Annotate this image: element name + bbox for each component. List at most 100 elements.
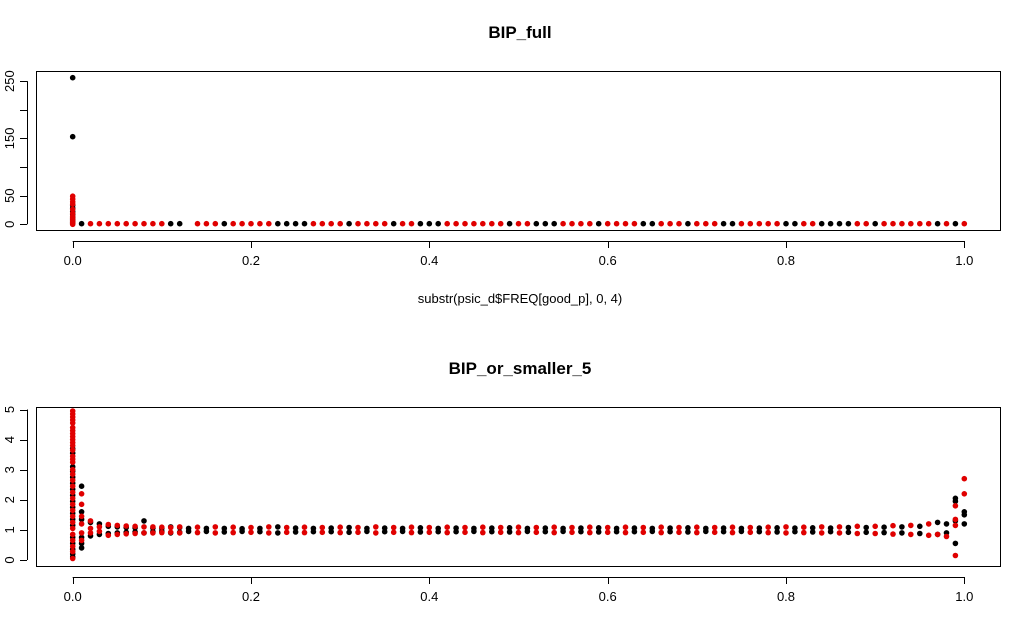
data-point [587, 529, 593, 536]
data-point [337, 529, 344, 536]
data-point [506, 529, 513, 535]
data-point [676, 529, 682, 536]
data-point [283, 220, 290, 227]
data-point [881, 529, 887, 536]
data-point [551, 524, 557, 530]
data-point [87, 525, 94, 532]
data-point [747, 220, 754, 227]
data-point [497, 529, 504, 536]
data-point [355, 220, 361, 227]
data-point [239, 220, 245, 227]
data-point [515, 220, 522, 227]
data-point [275, 530, 281, 536]
data-point [141, 518, 147, 524]
data-point [114, 522, 121, 529]
data-point [809, 529, 816, 535]
data-point [462, 524, 468, 531]
data-point [364, 528, 370, 535]
data-point [738, 528, 745, 535]
data-point [301, 524, 308, 530]
data-point [69, 501, 76, 508]
data-point [952, 540, 959, 547]
data-point [114, 531, 121, 538]
data-point [453, 220, 459, 227]
data-point [69, 495, 76, 502]
data-point [694, 529, 700, 536]
data-point [266, 524, 272, 530]
data-point [69, 483, 76, 490]
data-point [551, 529, 557, 536]
data-point [78, 491, 85, 497]
data-point [925, 220, 932, 227]
data-point [69, 466, 76, 473]
data-point [69, 513, 76, 520]
data-point [373, 524, 379, 530]
data-point [872, 523, 878, 530]
data-point [221, 220, 228, 227]
x-tick-label: 0.0 [64, 589, 82, 604]
data-point [917, 530, 923, 537]
data-point [319, 524, 326, 531]
data-point [703, 528, 709, 535]
data-point [355, 529, 361, 536]
data-point [765, 220, 771, 227]
y-axis: 0 1 2 3 4 5 [2, 406, 28, 564]
data-point [167, 529, 174, 536]
data-point [961, 491, 968, 497]
data-point [373, 220, 379, 227]
data-point [801, 220, 807, 227]
data-point [809, 220, 816, 227]
data-point [640, 220, 647, 227]
data-point [159, 529, 165, 536]
data-point [248, 220, 254, 227]
data-point [69, 442, 76, 449]
y-tick-label: 4 [2, 436, 17, 443]
data-point [925, 532, 932, 539]
data-point [818, 524, 825, 530]
data-point [952, 220, 959, 227]
data-point [283, 524, 290, 531]
data-point [319, 529, 326, 536]
data-point [275, 524, 281, 530]
data-point [792, 528, 798, 535]
data-point [738, 220, 745, 227]
data-point [69, 74, 76, 81]
data-point [159, 220, 165, 227]
data-point [961, 512, 968, 518]
data-point [925, 521, 932, 527]
data-point [283, 529, 290, 536]
data-point [417, 220, 424, 227]
data-point [890, 531, 896, 537]
data-point [934, 519, 941, 526]
data-point [587, 220, 593, 227]
data-point [426, 524, 433, 531]
data-point [471, 528, 477, 535]
data-point [756, 528, 763, 535]
data-point [658, 529, 664, 536]
data-point [69, 555, 76, 562]
data-point [96, 524, 103, 530]
data-point [301, 220, 308, 227]
data-point [961, 220, 968, 227]
data-point [266, 530, 272, 536]
data-point [266, 220, 272, 227]
data-point [845, 220, 852, 227]
data-point [230, 529, 236, 536]
data-point [444, 524, 451, 530]
data-point [827, 220, 834, 227]
data-point [622, 220, 629, 227]
y-tick-label: 5 [2, 406, 17, 413]
data-point [480, 524, 486, 530]
data-point [408, 529, 415, 536]
data-point [399, 528, 406, 535]
data-point [711, 529, 718, 536]
data-point [694, 220, 700, 227]
data-point [69, 531, 76, 538]
data-point [355, 524, 361, 531]
data-point [159, 524, 165, 530]
data-point [69, 201, 76, 207]
data-point [417, 529, 424, 535]
data-point [381, 220, 388, 227]
data-point [194, 220, 201, 227]
data-point [801, 524, 807, 530]
